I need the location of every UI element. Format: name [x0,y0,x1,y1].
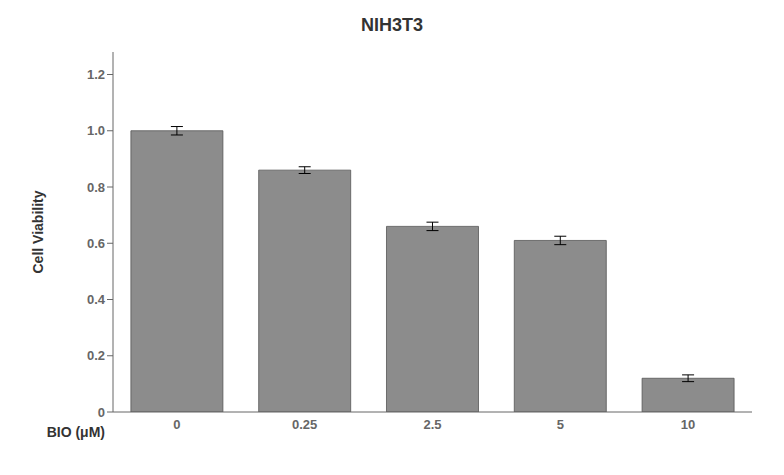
svg-text:10: 10 [681,417,695,432]
svg-text:2.5: 2.5 [423,417,441,432]
svg-text:BIO (μM): BIO (μM) [47,424,105,440]
svg-text:0.8: 0.8 [87,180,105,195]
svg-text:0: 0 [173,417,180,432]
svg-text:0: 0 [98,405,105,420]
svg-text:0.4: 0.4 [87,292,106,307]
svg-text:1.2: 1.2 [87,67,105,82]
svg-text:0.6: 0.6 [87,236,105,251]
svg-text:0.2: 0.2 [87,348,105,363]
html-text:NIH3T3: NIH3T3 [361,15,423,35]
svg-text:5: 5 [557,417,564,432]
svg-text:0.25: 0.25 [292,417,317,432]
svg-text:Cell Viability: Cell Viability [30,190,46,273]
svg-text:1.0: 1.0 [87,123,105,138]
